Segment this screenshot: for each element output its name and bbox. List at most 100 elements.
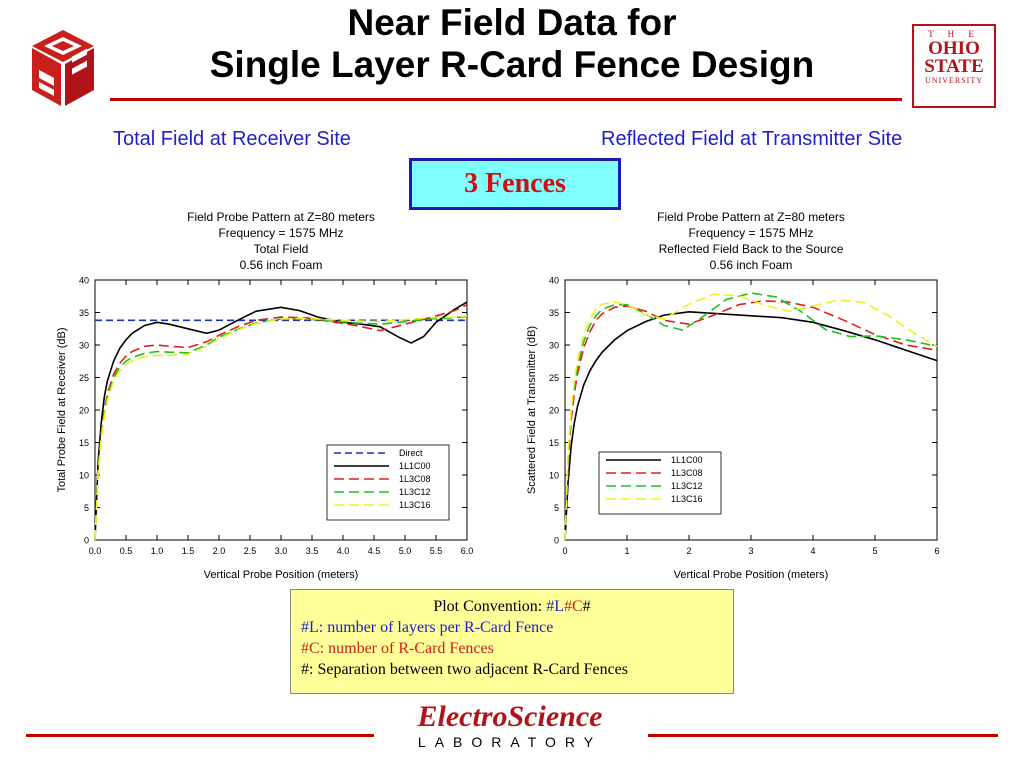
electroscience-logo-text: ElectroScience [417, 700, 603, 733]
y-tick-label: 25 [549, 373, 559, 383]
osu-logo-ohio: OHIO [928, 38, 980, 59]
y-axis-label: Scattered Field at Transmitter (dB) [526, 326, 538, 494]
x-tick-label: 2.0 [213, 546, 226, 556]
series-line-1l3c16 [564, 293, 938, 541]
x-tick-label: 4.5 [368, 546, 381, 556]
legend-label: 1L3C08 [671, 468, 703, 478]
y-tick-label: 30 [549, 341, 559, 351]
chart-title-line: 0.56 inch Foam [240, 258, 323, 272]
x-tick-label: 0.0 [89, 546, 102, 556]
convention-code-l: L [554, 598, 564, 615]
y-tick-label: 10 [79, 471, 89, 481]
series-line-1l3c08 [564, 299, 938, 541]
x-axis-label: Vertical Probe Position (meters) [674, 569, 829, 581]
osu-logo-state: STATE [924, 56, 984, 77]
chart-title-line: 0.56 inch Foam [710, 258, 793, 272]
x-tick-label: 4 [810, 546, 815, 556]
convention-line-separation: #: Separation between two adjacent R-Car… [301, 661, 628, 678]
page-title: Near Field Data for Single Layer R-Card … [0, 2, 1024, 86]
legend-box [326, 444, 450, 521]
x-tick-label: 5.5 [430, 546, 443, 556]
x-tick-label: 1.0 [151, 546, 164, 556]
chart-title-line: Reflected Field Back to the Source [659, 242, 844, 256]
footer-rule-right [648, 734, 998, 737]
reflected-field-chart: Field Probe Pattern at Z=80 meters Freque… [526, 210, 940, 581]
title-underline [110, 98, 902, 101]
cse-logo [32, 30, 94, 106]
y-axis-label: Total Probe Field at Receiver (dB) [56, 327, 68, 492]
laboratory-logo-text: LABORATORY [417, 734, 603, 750]
x-tick-label: 6 [934, 546, 939, 556]
legend-label: 1L3C08 [399, 474, 431, 484]
y-tick-label: 15 [549, 438, 559, 448]
total-field-chart: Field Probe Pattern at Z=80 meters Freque… [56, 210, 474, 581]
convention-line-layers: #L: number of layers per R-Card Fence [301, 619, 554, 636]
osu-logo: T H E OHIO STATE UNIVERSITY [912, 24, 996, 108]
y-tick-label: 5 [84, 503, 89, 513]
chart-title-line: Frequency = 1575 MHz [688, 226, 813, 240]
fences-label: 3 Fences [409, 158, 621, 210]
chart-title-line: Frequency = 1575 MHz [218, 226, 343, 240]
chart-title-line: Field Probe Pattern at Z=80 meters [657, 210, 845, 224]
x-tick-label: 5.0 [399, 546, 412, 556]
x-tick-label: 1 [624, 546, 629, 556]
x-tick-label: 4.0 [337, 546, 350, 556]
convention-code-c: C [572, 598, 583, 615]
y-tick-label: 40 [549, 276, 559, 286]
series-line-1l1c00 [94, 301, 468, 541]
y-tick-label: 40 [79, 276, 89, 286]
series-line-1l3c08 [94, 303, 468, 541]
x-tick-label: 6.0 [461, 546, 474, 556]
x-tick-label: 1.5 [182, 546, 195, 556]
legend-label: 1L3C12 [399, 487, 431, 497]
x-tick-label: 3.5 [306, 546, 319, 556]
chart-title-line: Field Probe Pattern at Z=80 meters [187, 210, 375, 224]
y-tick-label: 20 [79, 406, 89, 416]
convention-title-row: Plot Convention: #L#C# [301, 596, 723, 617]
convention-line-fences: #C: number of R-Card Fences [301, 640, 494, 657]
title-line-2: Single Layer R-Card Fence Design [209, 44, 815, 85]
convention-code-hash-3: # [582, 598, 591, 615]
electroscience-logo: ElectroScience LABORATORY [390, 700, 630, 750]
footer-rule-left [26, 734, 374, 737]
legend-label: 1L1C00 [671, 455, 703, 465]
x-tick-label: 3.0 [275, 546, 288, 556]
y-tick-label: 25 [79, 373, 89, 383]
legend-label: 1L3C16 [399, 500, 431, 510]
x-tick-label: 5 [872, 546, 877, 556]
series-line-1l3c12 [94, 315, 468, 541]
plot-convention-box: Plot Convention: #L#C# #L: number of lay… [290, 589, 734, 694]
y-tick-label: 30 [79, 341, 89, 351]
osu-logo-the: T H E [928, 29, 980, 39]
x-axis-label: Vertical Probe Position (meters) [204, 569, 359, 581]
convention-code-hash-1: # [546, 598, 555, 615]
y-tick-label: 35 [549, 308, 559, 318]
legend-label: 1L1C00 [399, 461, 431, 471]
title-line-1: Near Field Data for [347, 2, 677, 43]
series-line-1l3c12 [564, 292, 938, 541]
left-heading: Total Field at Receiver Site [113, 128, 351, 150]
legend-box [598, 451, 722, 515]
x-tick-label: 0.5 [120, 546, 133, 556]
legend-label: 1L3C16 [671, 494, 703, 504]
y-tick-label: 0 [554, 536, 559, 546]
y-tick-label: 10 [549, 471, 559, 481]
x-tick-label: 2 [686, 546, 691, 556]
series-line-1l1c00 [564, 310, 938, 541]
y-tick-label: 35 [79, 308, 89, 318]
y-tick-label: 5 [554, 503, 559, 513]
chart-title-line: Total Field [254, 242, 309, 256]
x-tick-label: 0 [562, 546, 567, 556]
osu-logo-university: UNIVERSITY [925, 76, 983, 85]
legend-label: Direct [399, 448, 423, 458]
legend-label: 1L3C12 [671, 481, 703, 491]
convention-code-hash-2: # [564, 598, 572, 615]
y-tick-label: 15 [79, 438, 89, 448]
convention-title: Plot Convention: [433, 598, 547, 615]
right-heading: Reflected Field at Transmitter Site [601, 128, 903, 150]
x-tick-label: 3 [748, 546, 753, 556]
x-tick-label: 2.5 [244, 546, 257, 556]
y-tick-label: 0 [84, 536, 89, 546]
y-tick-label: 20 [549, 406, 559, 416]
series-line-1l3c16 [94, 315, 468, 541]
